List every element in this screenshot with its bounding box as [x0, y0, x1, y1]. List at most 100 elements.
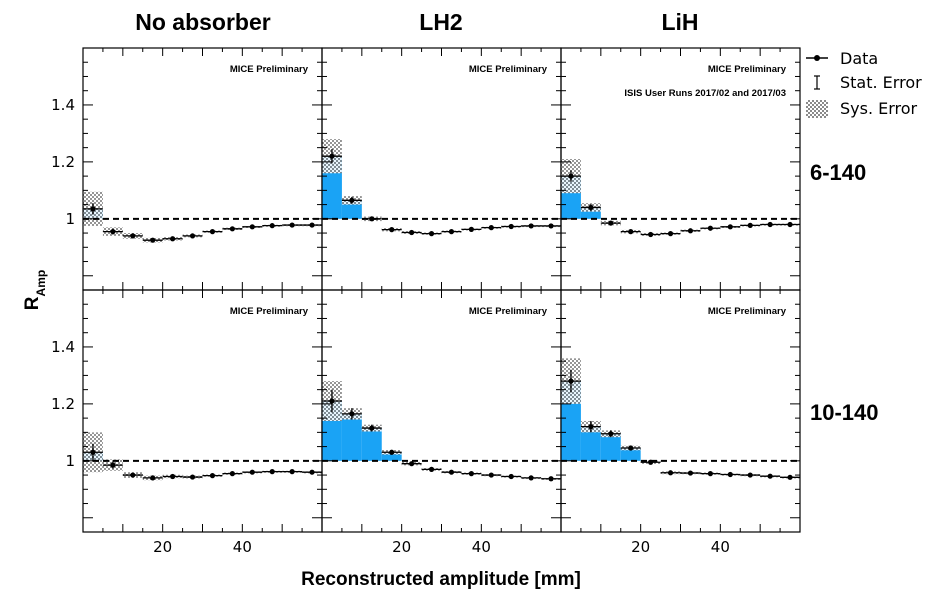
data-point — [189, 474, 196, 480]
data-point — [628, 229, 634, 235]
excess-bar — [600, 433, 621, 461]
x-tick-label: 20 — [392, 538, 411, 556]
data-point — [667, 231, 674, 237]
data-point — [568, 173, 574, 179]
data-point — [309, 222, 315, 228]
data-point — [289, 222, 295, 228]
excess-bar — [620, 448, 641, 461]
data-point — [608, 220, 614, 226]
panel-0-1: MICE Preliminary — [321, 47, 562, 291]
legend: Data Stat. Error Sys. Error — [806, 49, 922, 118]
data-point — [269, 223, 275, 229]
row-label-10-140: 10-140 — [810, 400, 879, 425]
data-point — [409, 461, 415, 467]
data-point — [707, 471, 713, 477]
x-tick-label: 40 — [472, 538, 491, 556]
data-point — [428, 466, 435, 472]
y-tick-label: 1 — [65, 210, 75, 228]
data-point — [468, 471, 474, 477]
data-point — [170, 236, 176, 242]
data-point — [448, 469, 455, 475]
data-point — [787, 474, 793, 480]
y-axis-title-sub: Amp — [34, 270, 48, 297]
data-point — [588, 424, 594, 430]
data-point — [150, 475, 156, 481]
data-point — [130, 472, 136, 478]
excess-bar — [580, 207, 601, 219]
panel-1-0: MICE Preliminary 1 1.2 1.4 20 40 — [51, 289, 323, 556]
data-point — [150, 237, 156, 243]
excess-bar — [341, 200, 362, 219]
panel-frame — [560, 289, 801, 533]
data-point — [747, 222, 753, 228]
data-point — [110, 229, 116, 235]
data-point — [508, 473, 514, 480]
data-point — [528, 475, 534, 481]
data-point — [269, 469, 275, 475]
panel-frame — [82, 47, 323, 291]
y-tick-label: 1.2 — [51, 153, 75, 171]
data-point — [249, 469, 255, 475]
data-point — [249, 224, 255, 230]
mice-preliminary-label: MICE Preliminary — [708, 306, 787, 317]
panel-1-2: MICE Preliminary 20 40 — [560, 289, 801, 556]
data-point — [767, 473, 773, 479]
data-point — [428, 231, 435, 237]
data-point — [468, 226, 474, 232]
data-point — [289, 469, 295, 475]
mice-preliminary-label: MICE Preliminary — [230, 306, 309, 317]
panel-frame — [82, 289, 323, 533]
data-point — [110, 462, 116, 468]
data-point — [568, 378, 574, 384]
data-point — [508, 223, 514, 230]
data-point — [189, 233, 196, 239]
legend-label-stat-error: Stat. Error — [840, 73, 922, 92]
data-point — [628, 445, 634, 451]
mice-preliminary-label: MICE Preliminary — [469, 306, 548, 317]
excess-bar — [361, 428, 382, 461]
panel-frame — [560, 47, 801, 291]
data-point — [648, 231, 654, 238]
data-point — [229, 471, 235, 477]
data-point — [548, 476, 554, 482]
legend-label-sys-error: Sys. Error — [840, 99, 918, 118]
data-point — [767, 221, 773, 228]
data-point — [90, 206, 96, 212]
x-tick-label: 20 — [631, 538, 650, 556]
legend-sys-error-marker — [806, 100, 828, 118]
legend-data-marker — [806, 55, 828, 61]
data-point — [588, 204, 594, 211]
excess-bar — [580, 426, 601, 461]
data-point — [409, 229, 415, 236]
data-point — [687, 470, 694, 476]
data-point — [130, 233, 136, 239]
data-point — [349, 197, 355, 203]
data-point — [528, 223, 534, 229]
data-point — [488, 472, 494, 478]
data-point — [548, 223, 554, 229]
data-point — [329, 153, 335, 159]
data-point — [727, 471, 733, 478]
y-tick-label: 1.4 — [51, 338, 75, 356]
data-point — [687, 228, 694, 234]
column-title-no-absorber: No absorber — [135, 9, 271, 35]
y-tick-label: 1 — [65, 452, 75, 470]
y-tick-label: 1.4 — [51, 96, 75, 114]
data-point — [389, 449, 395, 455]
run-info-label: ISIS User Runs 2017/02 and 2017/03 — [624, 88, 786, 99]
x-axis-title: Reconstructed amplitude [mm] — [301, 569, 581, 590]
panel-0-2: MICE Preliminary ISIS User Runs 2017/02 a… — [560, 47, 801, 291]
data-point — [727, 224, 733, 230]
data-point — [229, 226, 235, 232]
data-point — [369, 216, 375, 222]
legend-stat-error-marker — [814, 75, 820, 90]
data-point — [747, 472, 753, 478]
data-point — [667, 470, 674, 476]
excess-bar — [381, 452, 402, 461]
excess-bar — [341, 413, 362, 461]
data-point — [707, 225, 713, 231]
legend-label-data: Data — [840, 49, 878, 68]
data-point — [488, 225, 494, 231]
